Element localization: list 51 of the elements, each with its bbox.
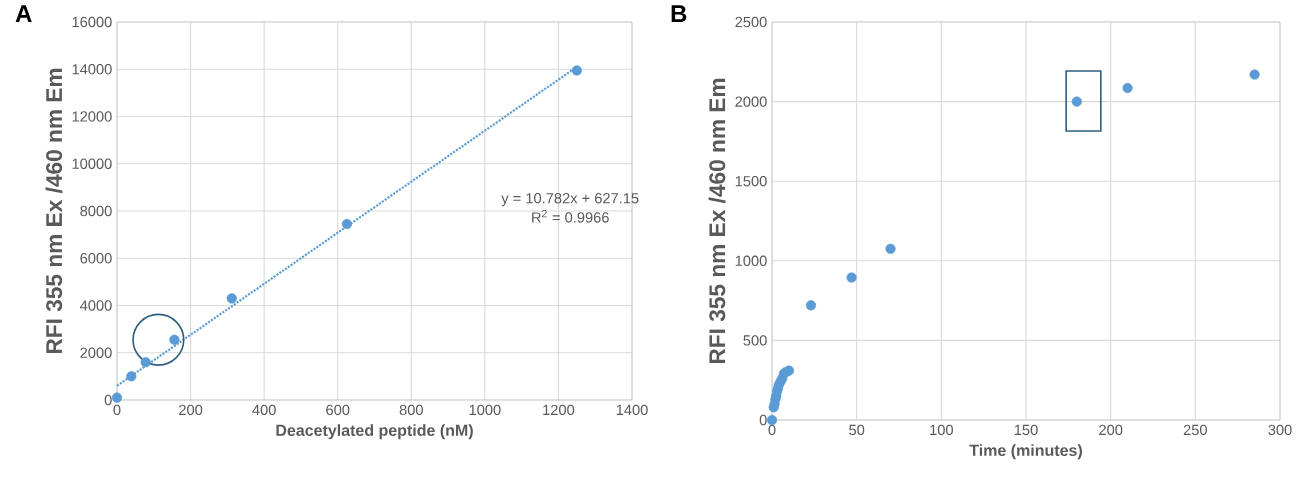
point <box>126 371 137 382</box>
point <box>885 243 896 254</box>
point <box>1071 96 1082 107</box>
y-tick-label: 14000 <box>72 64 112 75</box>
point <box>111 392 123 403</box>
x-tick-label: 250 <box>1183 424 1207 436</box>
point <box>1122 82 1133 94</box>
y-tick-label: 16000 <box>72 16 112 28</box>
point <box>1249 69 1260 80</box>
y-tick-label: 2000 <box>735 96 767 107</box>
point <box>571 65 582 76</box>
y-tick-label: 0 <box>759 414 767 426</box>
x-tick-label: 600 <box>326 404 350 416</box>
y-tick-label: 1500 <box>735 176 767 187</box>
y-tick-label: 2000 <box>80 347 112 358</box>
x-tick-label: 400 <box>252 404 276 416</box>
y-tick-label: 4000 <box>80 300 112 311</box>
y-tick-label: 8000 <box>80 205 112 217</box>
x-tick-label: 200 <box>179 404 203 416</box>
x-tick-label: 800 <box>399 404 423 416</box>
annotation: R$^{2}$ = 0.9966 <box>532 210 609 223</box>
x-tick-label: 0 <box>768 424 776 436</box>
annotation: y = 10.782x + 627.15 <box>501 193 639 207</box>
y-tick-label: 10000 <box>72 158 112 169</box>
x-tick-label: 0 <box>113 404 121 416</box>
x-tick-label: 50 <box>849 424 865 436</box>
point <box>341 218 352 230</box>
point <box>846 272 857 283</box>
chart-title: B <box>671 5 687 22</box>
y-tick-label: 12000 <box>72 111 112 122</box>
x-tick-label: 200 <box>1099 424 1123 436</box>
x-tick-label: 1200 <box>543 404 575 416</box>
x-tick-label: 150 <box>1014 424 1038 436</box>
y-tick-label: 6000 <box>80 253 112 264</box>
chart-title: A <box>15 5 32 22</box>
point <box>226 293 237 304</box>
x-tick-label: 1000 <box>469 404 501 416</box>
x-tick-label: 1400 <box>616 404 648 416</box>
point <box>169 334 180 345</box>
x-axis-title: Time (minutes) <box>969 444 1082 460</box>
x-tick-label: 300 <box>1268 424 1292 436</box>
y-tick-label: 2500 <box>735 16 767 28</box>
y-axis-title: RFI 355 nm Ex /460 nm Em <box>45 68 63 354</box>
y-tick-label: 0 <box>104 394 112 406</box>
x-tick-label: 100 <box>930 424 953 436</box>
point <box>805 300 817 311</box>
y-tick-label: 500 <box>743 335 767 346</box>
point <box>140 357 151 368</box>
x-axis-title: Deacetylated peptide (nM) <box>276 424 473 440</box>
y-axis-title: RFI 355 nm Ex /460 nm Em <box>708 78 726 364</box>
y-tick-label: 1000 <box>735 255 767 266</box>
